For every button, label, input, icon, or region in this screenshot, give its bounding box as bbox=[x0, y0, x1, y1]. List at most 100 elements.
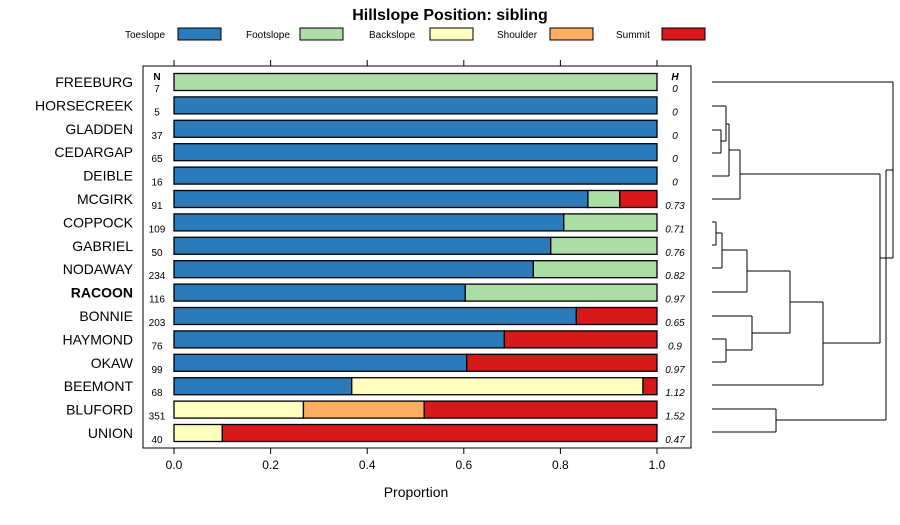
legend-swatch bbox=[549, 27, 594, 41]
legend-label: Summit bbox=[616, 30, 650, 41]
bar-segment bbox=[173, 119, 658, 138]
dendrogram bbox=[712, 81, 894, 433]
bar-segment bbox=[173, 283, 466, 302]
chart-title: Hillslope Position: sibling bbox=[352, 7, 548, 24]
dendrogram-branch bbox=[747, 270, 791, 334]
category-label: OKAW bbox=[91, 355, 134, 371]
legend-label: Footslope bbox=[246, 30, 290, 41]
category-label: NODAWAY bbox=[63, 261, 134, 277]
h-label: 0 bbox=[672, 107, 678, 118]
bar-segment bbox=[173, 189, 589, 209]
n-label: 99 bbox=[151, 365, 163, 376]
category-label: GLADDEN bbox=[65, 121, 133, 137]
dendrogram-branch bbox=[776, 169, 893, 421]
legend-label: Toeslope bbox=[125, 30, 165, 41]
bar-segment bbox=[173, 423, 223, 443]
bar-segment bbox=[642, 377, 658, 396]
n-label: 68 bbox=[151, 388, 163, 399]
x-tick-label: 0.4 bbox=[359, 458, 376, 472]
legend: Toeslope Footslope Backslope Shoulder Summit bbox=[125, 27, 706, 41]
category-label: BLUFORD bbox=[66, 402, 133, 418]
bar-segment bbox=[173, 72, 658, 92]
bar-segment bbox=[173, 377, 353, 396]
bar-segment bbox=[351, 377, 644, 396]
h-label: 0 bbox=[672, 154, 678, 165]
n-label: 7 bbox=[154, 84, 160, 95]
bar-segment bbox=[173, 166, 658, 185]
n-label: 16 bbox=[151, 178, 163, 189]
x-tick-label: 0.6 bbox=[455, 458, 472, 472]
n-label: 109 bbox=[149, 224, 166, 235]
dendrogram-branch bbox=[712, 221, 717, 246]
h-labels: 0 0 0 0 0 0.73 0.71 0.76 0.82 0.97 0.65 0.9 0.97 1.12… bbox=[665, 84, 685, 446]
x-axis-label: Proportion bbox=[384, 484, 449, 500]
category-label: FREEBURG bbox=[55, 74, 133, 90]
legend-label: Backslope bbox=[369, 30, 416, 41]
n-label: 234 bbox=[149, 271, 166, 282]
bar-segment bbox=[466, 353, 658, 372]
h-label: 0.97 bbox=[665, 295, 685, 306]
bar-segment bbox=[550, 236, 658, 255]
category-label: MCGIRK bbox=[77, 191, 134, 207]
legend-swatch bbox=[299, 27, 344, 41]
n-label: 76 bbox=[151, 341, 163, 352]
h-label: 0.76 bbox=[665, 248, 685, 259]
x-tick-label: 0.2 bbox=[262, 458, 279, 472]
n-labels: 7 5 37 65 16 91 109 50 234 116 203 76 99 68 351 40 bbox=[149, 84, 166, 446]
legend-swatch bbox=[661, 27, 706, 41]
h-label: 1.52 bbox=[665, 412, 685, 423]
h-label: 0.82 bbox=[665, 271, 685, 282]
n-label: 37 bbox=[151, 131, 163, 142]
x-tick-label: 1.0 bbox=[649, 458, 666, 472]
bar-segment bbox=[503, 330, 658, 349]
h-label: 0 bbox=[672, 178, 678, 189]
n-label: 50 bbox=[151, 248, 163, 259]
dendrogram-branch bbox=[740, 173, 881, 344]
bar-segment bbox=[173, 330, 506, 349]
category-label: HORSECREEK bbox=[35, 97, 134, 113]
bars bbox=[173, 72, 658, 443]
bar-segment bbox=[587, 189, 621, 209]
bar-segment bbox=[575, 306, 658, 326]
dendrogram-branch bbox=[712, 232, 723, 269]
h-label: 0.97 bbox=[665, 365, 685, 376]
category-label: BONNIE bbox=[79, 308, 133, 324]
bar-segment bbox=[464, 283, 658, 302]
h-label: 0 bbox=[672, 84, 678, 95]
plot-frame bbox=[142, 65, 692, 449]
category-label: COPPOCK bbox=[63, 214, 134, 230]
h-header: H bbox=[671, 72, 679, 83]
category-label: CEDARGAP bbox=[54, 144, 133, 160]
bar-segment bbox=[173, 96, 658, 115]
dendrogram-branch bbox=[712, 338, 727, 363]
h-label: 0.73 bbox=[665, 201, 685, 212]
bar-segment bbox=[173, 400, 305, 419]
h-label: 0.71 bbox=[665, 224, 684, 235]
h-label: 0 bbox=[672, 131, 678, 142]
bar-segment bbox=[173, 236, 552, 255]
bar-segment bbox=[532, 260, 658, 279]
dendrogram-branch bbox=[712, 301, 824, 386]
n-label: 65 bbox=[151, 154, 163, 165]
h-label: 0.65 bbox=[665, 318, 685, 329]
x-tick-label: 0.0 bbox=[166, 458, 183, 472]
category-label: RACOON bbox=[71, 285, 133, 301]
bar-segment bbox=[221, 423, 658, 443]
dendrogram-branch bbox=[712, 129, 722, 154]
bar-segment bbox=[173, 143, 658, 162]
n-label: 351 bbox=[149, 412, 166, 423]
dendrogram-branch bbox=[712, 149, 741, 200]
dendrogram-branch bbox=[712, 105, 727, 142]
n-label: 91 bbox=[151, 201, 163, 212]
dendrogram-branch bbox=[712, 408, 777, 433]
n-label: 116 bbox=[149, 295, 165, 306]
n-label: 5 bbox=[154, 107, 160, 118]
bar-segment bbox=[173, 353, 468, 372]
bar-segment bbox=[173, 213, 565, 232]
bar-segment bbox=[173, 260, 535, 279]
legend-swatch bbox=[429, 27, 474, 41]
h-label: 0.9 bbox=[668, 341, 682, 352]
n-label: 40 bbox=[151, 435, 163, 446]
